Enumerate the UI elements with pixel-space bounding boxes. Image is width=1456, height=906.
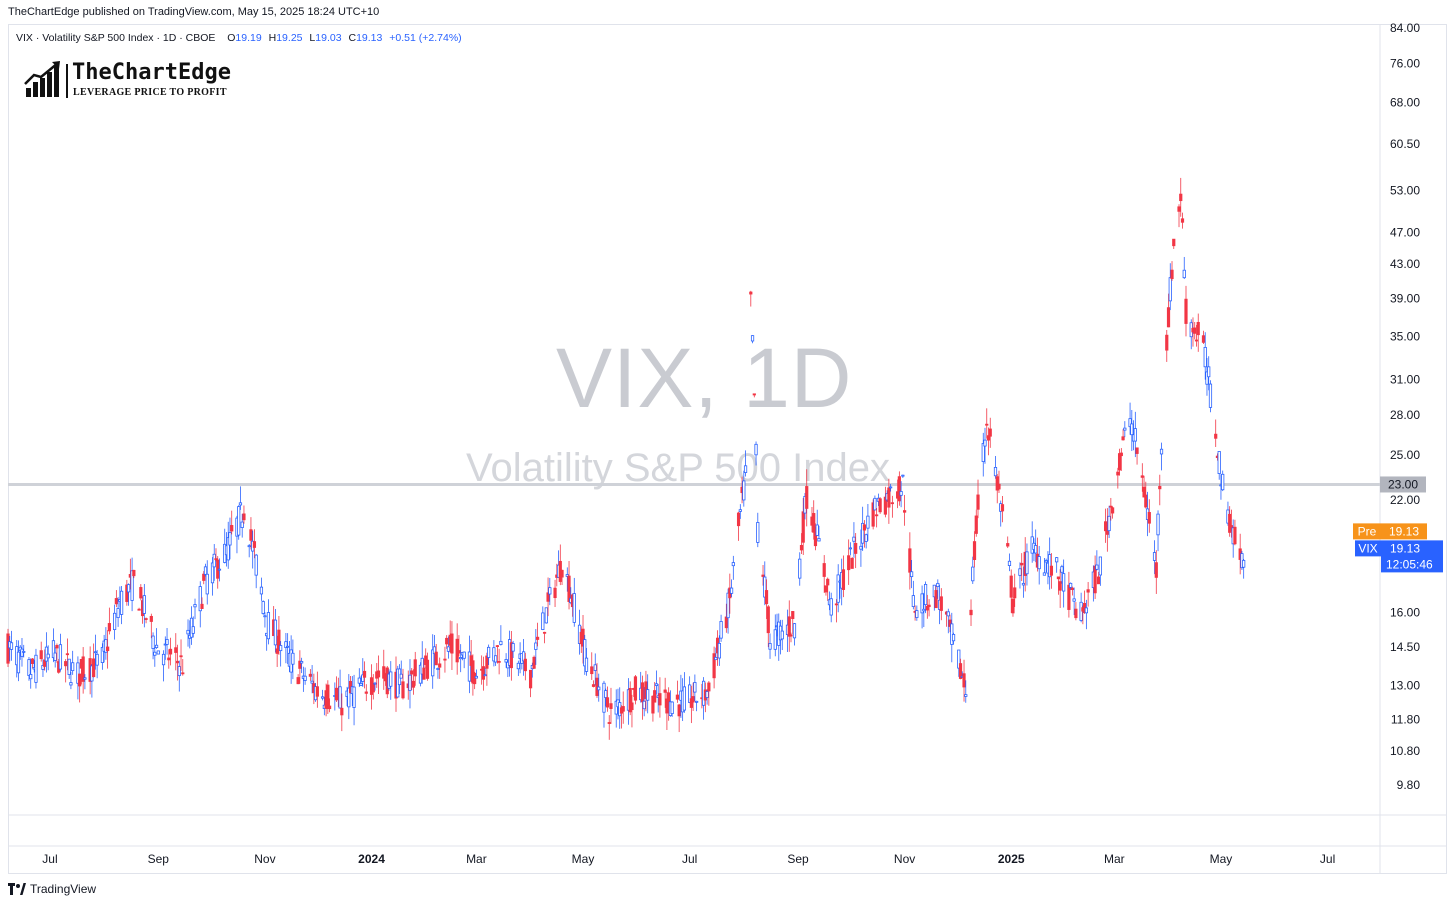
- watermark-description: Volatility S&P 500 Index: [466, 446, 890, 490]
- close-label: C: [348, 32, 357, 44]
- close-value: 19.13: [356, 32, 383, 44]
- change-value: +0.51 (+2.74%): [389, 32, 462, 44]
- logo-divider: [66, 64, 68, 98]
- publisher-attribution: TheChartEdge published on TradingView.co…: [8, 6, 380, 18]
- open-value: 19.19: [235, 32, 262, 44]
- brand-logo: TheChartEdge LEVERAGE PRICE TO PROFIT: [24, 60, 231, 103]
- logo-tagline: LEVERAGE PRICE TO PROFIT: [73, 87, 227, 98]
- symbol-description: VIX · Volatility S&P 500 Index · 1D · CB…: [16, 32, 216, 44]
- watermark-symbol: VIX, 1D: [556, 331, 853, 425]
- open-label: O: [227, 32, 236, 44]
- chart-pane[interactable]: [8, 24, 1447, 874]
- low-label: L: [309, 32, 316, 44]
- rising-bars-arrow-icon: [24, 61, 60, 97]
- low-value: 19.03: [315, 32, 342, 44]
- high-label: H: [268, 32, 277, 44]
- high-value: 19.25: [276, 32, 303, 44]
- footer: TradingView: [8, 882, 96, 896]
- logo-name: TheChartEdge: [72, 60, 231, 85]
- tradingview-brand: TradingView: [30, 882, 97, 896]
- tradingview-icon: [8, 883, 26, 895]
- symbol-legend: VIX · Volatility S&P 500 Index · 1D · CB…: [16, 32, 466, 44]
